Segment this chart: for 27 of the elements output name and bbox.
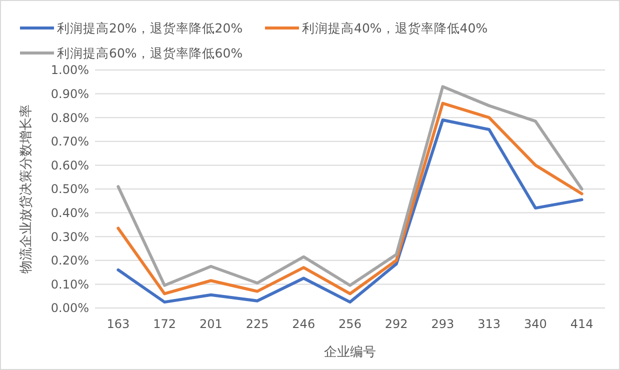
x-tick-label: 340 [524,317,547,331]
x-tick-label: 225 [246,317,269,331]
x-tick-label: 256 [338,317,362,331]
y-tick-label: 0.50% [50,182,89,196]
x-tick-label: 414 [570,317,594,331]
x-tick-label: 293 [431,317,454,331]
y-tick-label: 0.60% [50,158,89,172]
x-tick-label: 246 [292,317,316,331]
y-tick-label: 0.10% [50,277,89,292]
y-tick-label: 1.00% [50,63,89,78]
y-tick-label: 0.70% [50,134,89,149]
legend-label: 利润提高20%，退货率降低20% [57,20,243,36]
legend-label: 利润提高60%，退货率降低60% [57,45,243,60]
x-axis-title: 企业编号 [324,345,376,360]
y-tick-label: 0.30% [50,230,89,244]
x-tick-label: 163 [106,317,130,331]
x-tick-label: 313 [478,317,501,331]
y-tick-label: 0.20% [50,254,89,268]
legend-label: 利润提高40%，退货率降低40% [302,20,488,36]
y-tick-label: 0.90% [50,87,89,101]
y-tick-label: 0.00% [50,301,89,316]
x-tick-label: 292 [384,317,408,331]
y-tick-label: 0.40% [50,206,89,220]
y-axis-title: 物流企业放贷决策分数增长率 [18,104,34,274]
x-tick-label: 172 [153,317,176,331]
y-tick-label: 0.80% [50,110,89,125]
x-tick-label: 201 [199,317,222,331]
